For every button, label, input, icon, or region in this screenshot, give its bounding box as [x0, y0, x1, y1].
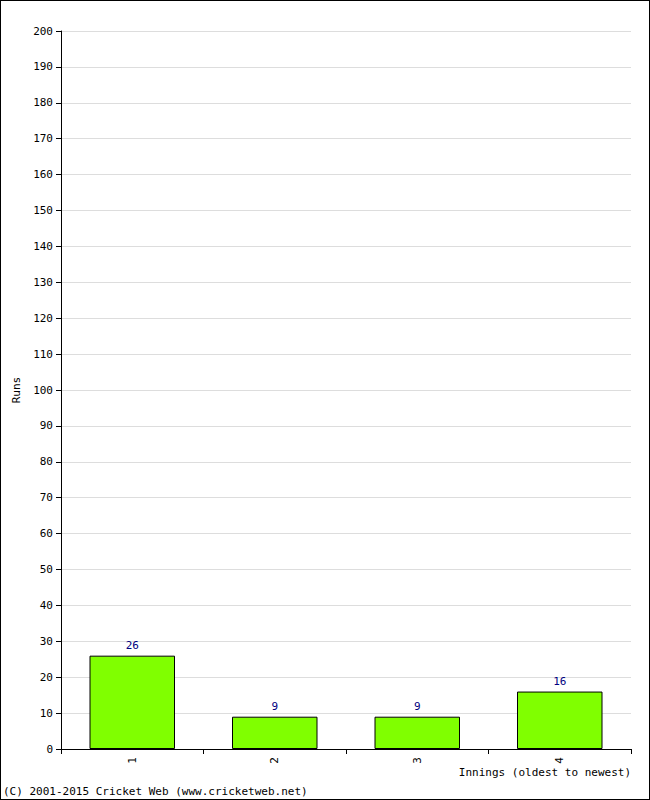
svg-text:80: 80: [40, 455, 53, 468]
svg-text:130: 130: [33, 276, 53, 289]
svg-text:26: 26: [126, 639, 139, 652]
svg-text:150: 150: [33, 204, 53, 217]
svg-text:170: 170: [33, 132, 53, 145]
svg-text:30: 30: [40, 635, 53, 648]
svg-text:3: 3: [411, 757, 424, 764]
svg-text:9: 9: [414, 700, 421, 713]
svg-text:90: 90: [40, 419, 53, 432]
svg-text:4: 4: [553, 757, 566, 764]
svg-text:120: 120: [33, 312, 53, 325]
svg-text:50: 50: [40, 563, 53, 576]
svg-text:2: 2: [268, 757, 281, 764]
svg-text:16: 16: [553, 675, 566, 688]
svg-text:20: 20: [40, 671, 53, 684]
svg-text:70: 70: [40, 491, 53, 504]
svg-text:200: 200: [33, 25, 53, 38]
svg-text:100: 100: [33, 384, 53, 397]
svg-text:10: 10: [40, 707, 53, 720]
svg-text:40: 40: [40, 599, 53, 612]
svg-text:0: 0: [46, 743, 53, 756]
svg-text:190: 190: [33, 60, 53, 73]
svg-text:140: 140: [33, 240, 53, 253]
svg-text:1: 1: [126, 757, 139, 764]
svg-text:(C) 2001-2015 Cricket Web (www: (C) 2001-2015 Cricket Web (www.cricketwe…: [3, 785, 308, 798]
svg-text:Runs: Runs: [10, 377, 23, 404]
svg-text:60: 60: [40, 527, 53, 540]
svg-text:180: 180: [33, 96, 53, 109]
svg-text:Innings (oldest to newest): Innings (oldest to newest): [459, 766, 631, 779]
svg-text:110: 110: [33, 348, 53, 361]
svg-text:160: 160: [33, 168, 53, 181]
svg-text:9: 9: [271, 700, 278, 713]
